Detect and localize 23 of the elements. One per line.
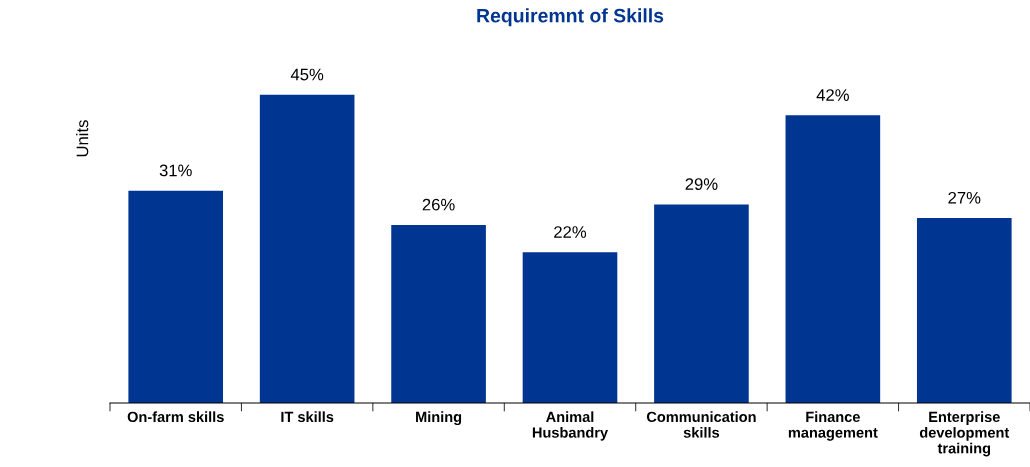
x-tick-label: Finance management <box>788 411 878 441</box>
bar <box>128 190 224 403</box>
bar <box>785 115 881 403</box>
x-tick-label: Communication skills <box>646 411 756 438</box>
x-tick-label: On-farm skills <box>127 411 224 423</box>
data-label: 29% <box>685 178 718 190</box>
x-tick-label: Animal Husbandry <box>532 411 609 441</box>
x-tick-label: IT skills <box>281 411 334 423</box>
data-label: 27% <box>948 191 981 204</box>
data-label: 42% <box>816 89 849 101</box>
bar <box>916 218 1012 403</box>
data-label: 26% <box>422 198 455 211</box>
x-tick-label: Enterprise development training <box>919 411 1010 457</box>
bar <box>522 252 618 403</box>
data-label: 45% <box>290 68 324 81</box>
data-label: 31% <box>159 164 192 177</box>
chart-title: Requiremnt of Skills <box>477 8 664 27</box>
bar <box>391 224 486 403</box>
y-axis-title: Units <box>76 120 89 157</box>
x-tick-label: Mining <box>416 411 462 425</box>
bar <box>654 204 749 403</box>
bar <box>259 94 355 403</box>
data-label: 22% <box>554 226 587 238</box>
